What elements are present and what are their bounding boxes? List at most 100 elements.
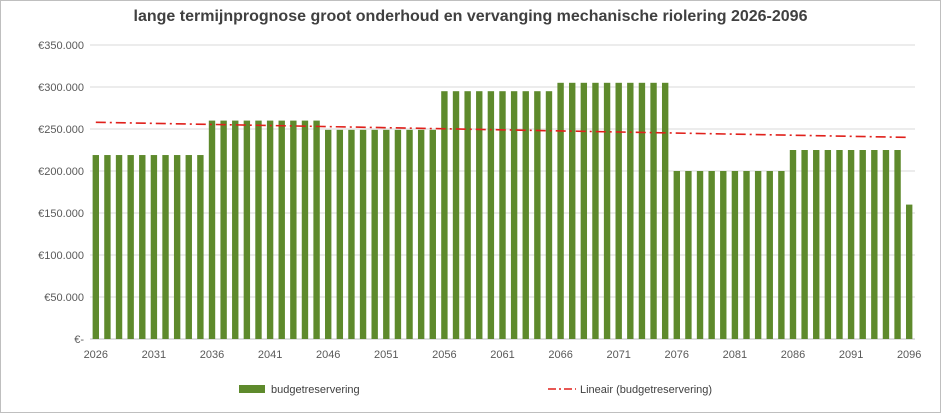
bar	[650, 82, 657, 340]
trendline-path	[95, 121, 910, 139]
y-tick-label: €250.000	[38, 124, 84, 136]
bar	[510, 91, 518, 339]
bar	[173, 155, 181, 339]
bar	[673, 171, 680, 339]
bar	[383, 129, 390, 339]
bar	[313, 120, 320, 339]
y-tick-label: €50.000	[44, 292, 84, 304]
bar	[580, 82, 588, 340]
bar	[394, 129, 402, 339]
chart-title: lange termijnprognose groot onderhoud en…	[133, 8, 808, 25]
x-tick-label: 2031	[142, 349, 166, 361]
bar	[545, 91, 553, 339]
bar	[824, 150, 832, 339]
bar	[476, 91, 483, 339]
bar	[325, 129, 332, 339]
bar	[661, 82, 669, 340]
bars	[92, 82, 913, 340]
x-tick-label: 2041	[258, 349, 282, 361]
x-tick-label: 2051	[374, 349, 398, 361]
bar	[336, 129, 344, 339]
bar	[720, 171, 727, 339]
legend-label-bars: budgetreservering	[271, 384, 360, 396]
y-tick-label: €100.000	[38, 250, 84, 262]
bar	[301, 120, 309, 339]
bar	[499, 91, 506, 339]
bar	[197, 155, 204, 339]
bar	[255, 120, 262, 339]
bar	[696, 171, 704, 339]
bar	[522, 91, 529, 339]
bar	[220, 120, 227, 339]
bar	[743, 171, 750, 339]
bar	[592, 82, 599, 340]
bar	[813, 150, 820, 339]
x-tick-label: 2061	[490, 349, 514, 361]
bar	[557, 82, 564, 340]
bar	[615, 82, 622, 340]
x-tick-label: 2091	[839, 349, 863, 361]
x-tick-label: 2026	[84, 349, 108, 361]
bar	[882, 150, 890, 339]
bar	[487, 91, 495, 339]
bar	[429, 129, 436, 339]
bar	[243, 120, 251, 339]
bar	[232, 120, 239, 339]
bar	[894, 150, 901, 339]
y-tick-label: €350.000	[38, 40, 84, 52]
bar	[348, 129, 355, 339]
y-tick-label: €200.000	[38, 166, 84, 178]
x-tick-label: 2036	[200, 349, 224, 361]
bar	[778, 171, 785, 339]
bar	[150, 155, 158, 339]
bar	[627, 82, 634, 340]
bar	[208, 120, 216, 339]
bar	[104, 155, 111, 339]
x-tick-label: 2046	[316, 349, 340, 361]
legend: budgetreservering Lineair (budgetreserver…	[239, 384, 712, 396]
x-tick-label: 2096	[897, 349, 921, 361]
bar	[859, 150, 866, 339]
bar	[441, 91, 448, 339]
bar	[139, 155, 146, 339]
y-tick-label: €150.000	[38, 208, 84, 220]
bar	[847, 150, 855, 339]
x-tick-label: 2066	[548, 349, 572, 361]
legend-label-trendline: Lineair (budgetreservering)	[580, 384, 712, 396]
bar	[417, 129, 425, 339]
bar	[406, 129, 413, 339]
bar	[278, 120, 285, 339]
bar	[464, 91, 471, 339]
y-tick-label: €300.000	[38, 82, 84, 94]
bar	[836, 150, 843, 339]
bar	[789, 150, 797, 339]
x-tick-label: 2056	[432, 349, 456, 361]
x-tick-label: 2076	[665, 349, 689, 361]
trendline	[95, 121, 910, 139]
x-axis: 2026 2031 2036 2041 2046 2051 2056 2061 2066 2071…	[84, 349, 922, 361]
bar	[685, 171, 692, 339]
bar	[371, 129, 378, 339]
bar	[266, 120, 274, 339]
bar	[359, 129, 367, 339]
bar	[754, 171, 762, 339]
x-tick-label: 2086	[781, 349, 805, 361]
bar	[162, 155, 169, 339]
bar	[290, 120, 297, 339]
y-axis: €- €50.000 €100.000 €150.000 €200.000 €250.00…	[38, 40, 84, 346]
bar	[534, 91, 541, 339]
bar	[766, 171, 773, 339]
bar	[452, 91, 460, 339]
bar	[115, 155, 123, 339]
bar	[731, 171, 739, 339]
bar	[185, 155, 192, 339]
bar	[708, 171, 715, 339]
x-tick-label: 2081	[723, 349, 747, 361]
x-tick-label: 2071	[606, 349, 630, 361]
bar	[638, 82, 646, 340]
bar	[905, 204, 913, 339]
bar	[92, 155, 100, 339]
bar	[801, 150, 808, 339]
y-tick-label: €-	[74, 334, 84, 346]
